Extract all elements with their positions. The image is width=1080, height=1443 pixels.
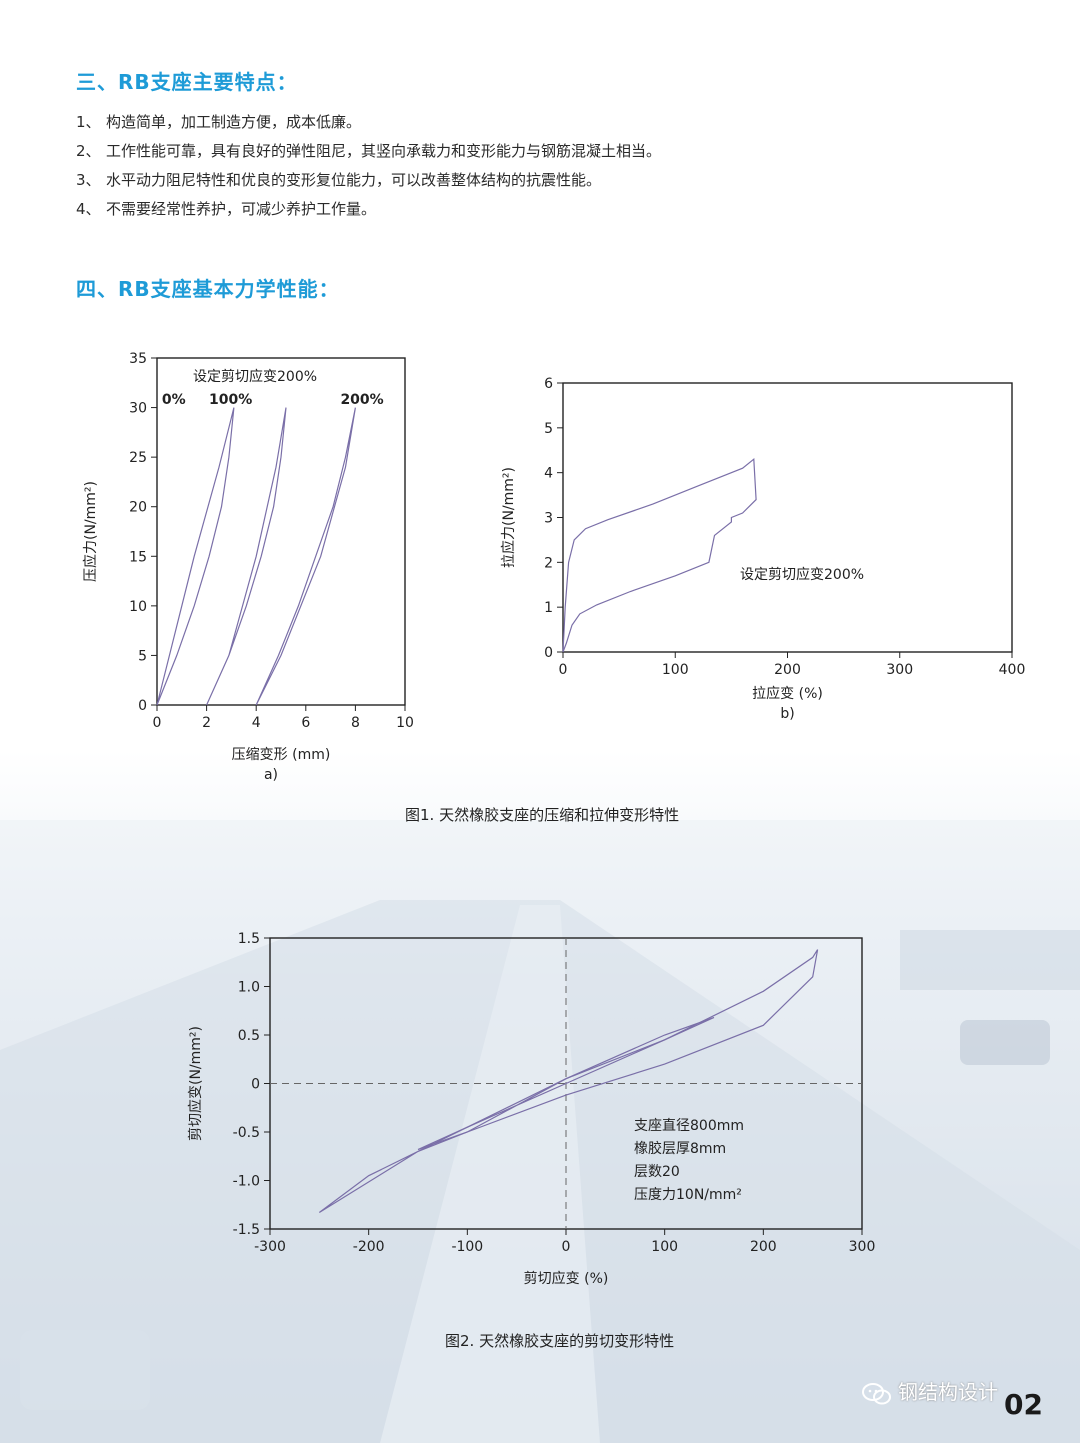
y-tick-label: 35 <box>129 351 147 367</box>
wechat-icon <box>862 1382 891 1404</box>
chart-sublabel: b) <box>780 706 794 722</box>
y-tick-label: 20 <box>129 500 147 516</box>
y-axis-label: 压应力(N/mm²) <box>82 481 99 582</box>
y-tick-label: 2 <box>544 555 553 571</box>
x-tick-label: 200 <box>750 1239 777 1255</box>
x-tick-label: 0 <box>559 662 568 678</box>
y-tick-label: -1.0 <box>233 1174 260 1190</box>
x-tick-label: 100 <box>651 1239 678 1255</box>
x-tick-label: -300 <box>254 1239 286 1255</box>
x-tick-label: -200 <box>353 1239 385 1255</box>
y-tick-label: 4 <box>544 466 553 482</box>
x-tick-label: 8 <box>351 715 360 731</box>
list-item: 3、 水平动力阻尼特性和优良的变形复位能力，可以改善整体结构的抗震性能。 <box>76 171 602 189</box>
figure2-caption: 图2. 天然橡胶支座的剪切变形特性 <box>445 1332 675 1350</box>
y-tick-label: 1.0 <box>238 980 260 996</box>
list-item: 1、 构造简单，加工制造方便，成本低廉。 <box>76 113 362 131</box>
chart-b-annotation: 设定剪切应变200% <box>740 566 864 583</box>
chart-a-annotation: 设定剪切应变200% <box>193 368 317 385</box>
series-line <box>156 407 235 706</box>
x-tick-label: -100 <box>451 1239 483 1255</box>
y-tick-label: -1.5 <box>233 1222 260 1238</box>
y-tick-label: 0 <box>251 1077 260 1093</box>
y-tick-label: 6 <box>544 376 553 392</box>
features-list: 1、 构造简单，加工制造方便，成本低廉。 2、 工作性能可靠，具有良好的弹性阻尼，其… <box>76 110 661 226</box>
series-line <box>206 407 287 706</box>
y-tick-label: 15 <box>129 549 147 565</box>
chart-note: 层数20 <box>634 1164 680 1180</box>
page-number: 02 <box>1004 1388 1043 1421</box>
wechat-account-name: 钢结构设计 <box>898 1380 998 1404</box>
y-tick-label: 1.5 <box>238 931 260 947</box>
x-axis-label: 拉应变 (%) <box>752 685 823 702</box>
chart-note: 支座直径800mm <box>634 1117 744 1134</box>
plot-frame <box>156 357 406 706</box>
chart-note: 压度力10N/mm² <box>634 1187 742 1203</box>
chart-sublabel: a) <box>264 767 278 783</box>
x-tick-label: 2 <box>202 715 211 731</box>
x-tick-label: 300 <box>886 662 913 678</box>
figure1-caption: 图1. 天然橡胶支座的压缩和拉伸变形特性 <box>405 806 680 824</box>
series-line <box>318 949 819 1214</box>
section4-heading: 四、RB支座基本力学性能： <box>76 277 340 301</box>
x-tick-label: 6 <box>301 715 310 731</box>
y-axis-label: 拉应力(N/mm²) <box>500 467 517 568</box>
x-tick-label: 300 <box>849 1239 876 1255</box>
x-tick-label: 100 <box>662 662 689 678</box>
y-tick-label: 25 <box>129 450 147 466</box>
series-line <box>255 407 356 706</box>
wechat-logo: 钢结构设计 <box>862 1376 998 1405</box>
y-tick-label: 0.5 <box>238 1028 260 1044</box>
series-label: 200% <box>340 392 383 408</box>
series-label: 100% <box>209 392 252 408</box>
y-tick-label: -0.5 <box>233 1125 260 1141</box>
x-tick-label: 400 <box>999 662 1026 678</box>
x-tick-label: 10 <box>396 715 414 731</box>
list-item: 2、 工作性能可靠，具有良好的弹性阻尼，其竖向承载力和变形能力与钢筋混凝土相当。 <box>76 142 662 160</box>
y-tick-label: 0 <box>138 698 147 714</box>
x-tick-label: 4 <box>252 715 261 731</box>
series-line <box>417 1016 715 1151</box>
x-tick-label: 200 <box>774 662 801 678</box>
y-tick-label: 5 <box>138 648 147 664</box>
y-tick-label: 0 <box>544 645 553 661</box>
list-item: 4、 不需要经常性养护，可减少养护工作量。 <box>76 200 377 218</box>
x-axis-label: 剪切应变 (%) <box>524 1270 609 1287</box>
section3-heading: 三、RB支座主要特点： <box>76 70 298 94</box>
y-tick-label: 5 <box>544 421 553 437</box>
x-tick-label: 0 <box>153 715 162 731</box>
y-tick-label: 1 <box>544 600 553 616</box>
plot-frame <box>562 382 1013 653</box>
series-line <box>562 458 757 653</box>
y-tick-label: 3 <box>544 511 553 527</box>
x-axis-label: 压缩变形 (mm) <box>232 747 331 763</box>
series-label: 0% <box>162 392 186 408</box>
y-axis-label: 剪切应变(N/mm²) <box>187 1026 204 1141</box>
y-tick-label: 10 <box>129 599 147 615</box>
y-tick-label: 30 <box>129 401 147 417</box>
x-tick-label: 0 <box>562 1239 571 1255</box>
chart-note: 橡胶层厚8mm <box>634 1140 726 1157</box>
